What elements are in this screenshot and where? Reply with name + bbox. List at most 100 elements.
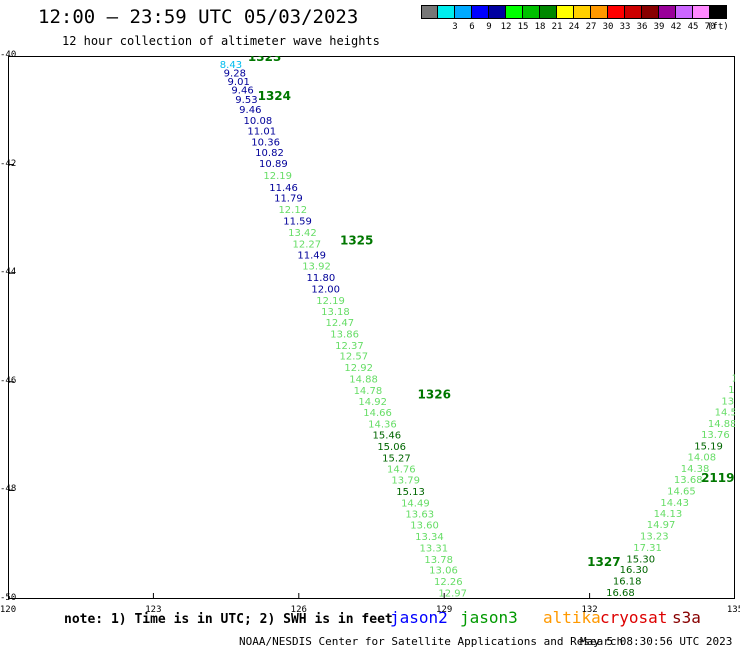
scale-tick-label: 6: [469, 22, 475, 32]
y-tick-label: -42: [0, 158, 17, 169]
x-tick-label: 120: [0, 605, 17, 615]
scale-tick-label: 42: [670, 22, 682, 32]
swh-label-track1: 10.36: [251, 137, 280, 148]
pass-time-label: 2119: [701, 471, 734, 485]
scale-tick-label: 24: [568, 22, 580, 32]
swh-label-track2: 14.: [732, 373, 735, 384]
y-tick-label: -46: [0, 375, 17, 386]
scale-tick-label: 70: [704, 22, 716, 32]
swh-label-track2: 16.18: [613, 577, 642, 588]
mission-altika: altika: [543, 608, 601, 627]
scale-tick-label: 21: [551, 22, 563, 32]
swh-label-track1: 11.79: [274, 194, 303, 205]
swh-label-track2: 14.38: [681, 464, 710, 475]
scale-tick-label: 27: [585, 22, 597, 32]
swh-label-track1: 13.42: [288, 228, 317, 239]
swh-label-track1: 14.88: [349, 375, 378, 386]
scale-swatch: [642, 5, 659, 19]
credit-text: NOAA/NESDIS Center for Satellite Applica…: [239, 635, 624, 648]
scale-swatch: [574, 5, 591, 19]
scale-swatch: [625, 5, 642, 19]
swh-label-track1: 13.34: [415, 532, 444, 543]
scale-swatch: [540, 5, 557, 19]
swh-label-track1: 10.82: [255, 148, 284, 159]
swh-label-track1: 15.13: [396, 487, 425, 498]
swh-label-track1: 15.46: [372, 430, 401, 441]
swh-label-track1: 14.36: [368, 420, 397, 431]
mission-s3a: s3a: [672, 608, 701, 627]
swh-label-track1: 11.01: [247, 126, 276, 137]
scale-tick-label: 18: [534, 22, 546, 32]
scale-swatch: [438, 5, 455, 19]
swh-label-track1: 12.26: [434, 577, 463, 588]
mission-jason2: jason2: [390, 608, 448, 627]
swh-label-track1: 11.49: [297, 251, 326, 262]
swh-label-track2: 13.64: [721, 396, 735, 407]
swh-label-track1: 11.59: [283, 217, 312, 228]
swh-label-track1: 14.49: [401, 498, 430, 509]
swh-label-track1: 13.31: [419, 543, 448, 554]
swh-label-track1: 15.27: [382, 453, 411, 464]
swh-label-track1: 13.79: [391, 476, 420, 487]
swh-label-track2: 15.30: [626, 554, 655, 565]
swh-label-track1: 10.08: [244, 116, 273, 127]
scale-tick-label: 15: [517, 22, 529, 32]
swh-label-track1: 12.92: [344, 363, 373, 374]
swh-label-track2: 13.23: [640, 531, 669, 542]
swh-label-track1: 12.12: [278, 205, 307, 216]
swh-label-track2: 13.68: [674, 475, 703, 486]
scale-swatch: [659, 5, 676, 19]
swh-label-track2: 17.31: [633, 543, 662, 554]
swh-label-track1: 13.06: [429, 566, 458, 577]
scale-swatch: [557, 5, 574, 19]
y-tick-label: -48: [0, 484, 17, 495]
swh-label-track2: 14.08: [688, 453, 717, 464]
swh-label-track2: 14.59: [715, 408, 735, 419]
note-text: note: 1) Time is in UTC; 2) SWH is in fe…: [64, 612, 393, 627]
scale-swatch: [693, 5, 710, 19]
swh-label-track1: 13.60: [410, 521, 439, 532]
swh-label-track2: 14.97: [647, 520, 676, 531]
y-tick-label: -44: [0, 267, 17, 278]
swh-label-track1: 11.46: [269, 183, 298, 194]
swh-label-track1: 10.89: [259, 159, 288, 170]
scale-swatch: [676, 5, 693, 19]
swh-label-track1: 12.37: [335, 341, 364, 352]
scale-swatch: [455, 5, 472, 19]
swh-label-track1: 13.86: [330, 329, 359, 340]
scale-frame: [421, 5, 727, 19]
plot-frame: [8, 56, 735, 599]
map-subtitle: 12 hour collection of altimeter wave hei…: [62, 34, 380, 48]
swh-label-track1: 8.43: [220, 60, 242, 71]
swh-label-track2: 14.43: [660, 498, 689, 509]
scale-tick-label: 30: [602, 22, 614, 32]
scale-unit: (ft): [707, 22, 729, 32]
swh-label-track1: 13.63: [405, 510, 434, 521]
swh-label-track2: 14.13: [654, 509, 683, 520]
mission-jason3: jason3: [460, 608, 518, 627]
timestamp-text: May 5 08:30:56 UTC 2023: [580, 635, 733, 648]
x-tick-label: 135: [726, 605, 740, 615]
scale-swatch: [421, 5, 438, 19]
scale-tick-label: 39: [653, 22, 665, 32]
swh-label-track2: 14.65: [667, 486, 696, 497]
swh-label-track1: 9.46: [239, 105, 261, 116]
x-tick-label: 129: [436, 605, 453, 615]
swh-label-track2: 15.19: [694, 441, 723, 452]
swh-label-track1: 14.66: [363, 408, 392, 419]
swh-label-track1: 14.78: [354, 386, 383, 397]
scale-swatch: [472, 5, 489, 19]
swh-label-track1: 14.76: [387, 465, 416, 476]
swh-label-track1: 12.00: [311, 284, 340, 295]
pass-time-label: 1324: [258, 89, 291, 103]
scale-tick-label: 12: [500, 22, 512, 32]
mission-cryosat: cryosat: [600, 608, 668, 627]
pass-time-label: 1326: [418, 388, 451, 402]
pass-time-label: 1327: [587, 555, 620, 569]
swh-label-track1: 9.28: [224, 68, 246, 79]
swh-label-track1: 9.53: [235, 95, 257, 106]
swh-label-track1: 12.19: [316, 296, 345, 307]
scale-swatch: [523, 5, 540, 19]
swh-label-track1: 9.46: [231, 86, 253, 97]
swh-label-track2: 13.76: [701, 430, 730, 441]
